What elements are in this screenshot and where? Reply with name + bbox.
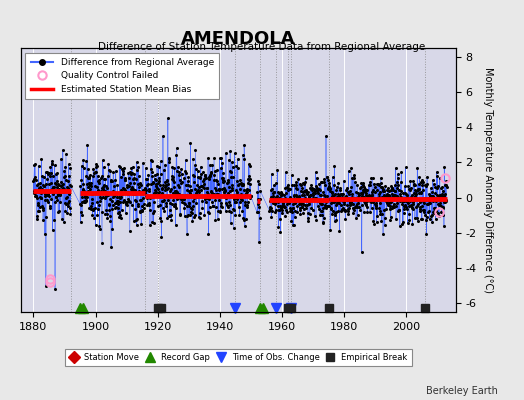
Text: Berkeley Earth: Berkeley Earth: [426, 386, 498, 396]
Title: AMENDOLA: AMENDOLA: [181, 30, 296, 48]
Y-axis label: Monthly Temperature Anomaly Difference (°C): Monthly Temperature Anomaly Difference (…: [484, 67, 494, 293]
Legend: Station Move, Record Gap, Time of Obs. Change, Empirical Break: Station Move, Record Gap, Time of Obs. C…: [66, 348, 411, 366]
Text: Difference of Station Temperature Data from Regional Average: Difference of Station Temperature Data f…: [99, 42, 425, 52]
